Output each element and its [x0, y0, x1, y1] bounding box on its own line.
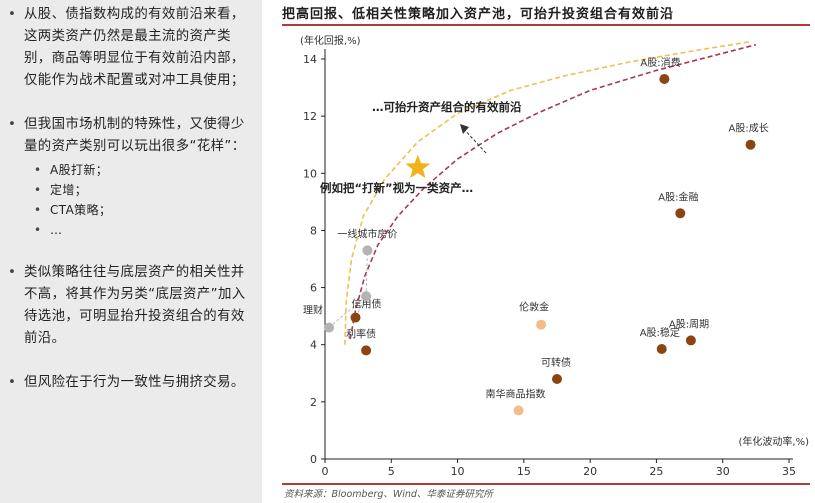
- chart-area: 把高回报、低相关性策略加入资产池，可抬升投资组合有效前沿 0 2 4 6 8 10 12 14…: [262, 0, 815, 503]
- y-tick-label: 4: [310, 339, 317, 352]
- y-tick-label: 14: [303, 53, 317, 66]
- data-point: [513, 405, 524, 416]
- annotation-arrow-line: [461, 126, 487, 154]
- data-point: [552, 374, 562, 384]
- bullet-text: 但风险在于行为一致性与拥挤交易。: [24, 375, 245, 390]
- data-point: [685, 335, 696, 346]
- x-tick-label: 5: [388, 465, 395, 478]
- sub-bullet-item: CTA策略；: [24, 200, 252, 220]
- bullet-text: 类似策略往往与底层资产的相关性并不高，将其作为另类“底层资产”加入待选池，可明显…: [24, 265, 246, 346]
- bullet-panel: 从股、债指数构成的有效前沿来看，这两类资产仍然是最主流的资产类别，商品等明显位于…: [0, 0, 262, 503]
- point-label: 信用债: [351, 298, 381, 311]
- bullet-item: 从股、债指数构成的有效前沿来看，这两类资产仍然是最主流的资产类别，商品等明显位于…: [0, 4, 262, 92]
- y-tick-label: 12: [303, 110, 317, 123]
- data-point: [745, 139, 756, 150]
- y-tick-label: 10: [303, 167, 317, 180]
- x-axis-label: (年化波动率,%): [739, 435, 810, 448]
- point-label: 理财: [303, 304, 323, 317]
- bullet-text: 从股、债指数构成的有效前沿来看，这两类资产仍然是最主流的资产类别，商品等明显位于…: [24, 7, 245, 88]
- data-point: [659, 74, 670, 84]
- point-label: 可转债: [541, 356, 571, 369]
- y-tick-label: 6: [310, 282, 317, 295]
- x-tick-label: 25: [649, 465, 663, 478]
- point-label: A股:成长: [729, 123, 769, 135]
- sub-bullet-list: A股打新； 定增； CTA策略； …: [24, 160, 252, 240]
- bullet-list: 从股、债指数构成的有效前沿来看，这两类资产仍然是最主流的资产类别，商品等明显位于…: [0, 0, 262, 394]
- cluster-link-line: [365, 250, 368, 297]
- annotation-arrow-head: [460, 124, 469, 134]
- star-marker: [405, 154, 431, 179]
- bullet-item: 类似策略往往与底层资产的相关性并不高，将其作为另类“底层资产”加入待选池，可明显…: [0, 262, 262, 350]
- data-point: [350, 312, 361, 323]
- y-tick-label: 2: [310, 396, 317, 409]
- sub-bullet-item: A股打新；: [24, 160, 252, 180]
- bullet-item: 但风险在于行为一致性与拥挤交易。: [0, 372, 262, 394]
- y-axis-label: (年化回报,%): [300, 34, 361, 47]
- data-point: [362, 245, 373, 256]
- cluster-link-line: [328, 295, 367, 328]
- scatter-chart: 0 2 4 6 8 10 12 14 0 5 10 15 20 25 30 35 (年化回报,%) (年化波动率,…: [282, 34, 810, 485]
- point-label: A股:金融: [658, 190, 698, 203]
- bullet-text: 但我国市场机制的特殊性，又使得少量的资产类别可以玩出很多“花样”：: [24, 117, 246, 154]
- source-note: 资料来源：Bloomberg、Wind、华泰证券研究所: [284, 489, 493, 500]
- data-point: [536, 319, 547, 330]
- data-point: [323, 322, 334, 333]
- y-tick-label: 8: [310, 224, 317, 237]
- sub-bullet-item: …: [24, 220, 252, 240]
- frontier-curve-original: [349, 43, 757, 340]
- x-tick-label: 15: [517, 465, 531, 478]
- data-point: [656, 344, 667, 354]
- annotation-raised-frontier: …可抬升资产组合的有效前沿: [372, 100, 522, 114]
- bullet-item: 但我国市场机制的特殊性，又使得少量的资产类别可以玩出很多“花样”： A股打新； …: [0, 114, 262, 240]
- point-label: 利率债: [346, 327, 376, 340]
- x-tick-label: 35: [782, 465, 796, 478]
- point-label: 一线城市房价: [337, 227, 397, 240]
- point-label: A股:稳定: [640, 326, 680, 339]
- cluster-link-line: [355, 295, 367, 318]
- x-tick-label: 0: [322, 465, 329, 478]
- chart-title: 把高回报、低相关性策略加入资产池，可抬升投资组合有效前沿: [282, 7, 675, 22]
- x-tick-label: 10: [451, 465, 465, 478]
- point-label: 伦敦金: [519, 301, 549, 314]
- annotation-ipo-asset: 例如把“打新”视为一类资产…: [320, 181, 473, 195]
- title-rule: [282, 24, 810, 26]
- sub-bullet-item: 定增；: [24, 180, 252, 200]
- data-point: [361, 291, 372, 302]
- point-label: A股:消费: [640, 56, 680, 69]
- x-tick-label: 20: [583, 465, 597, 478]
- y-tick-label: 0: [310, 453, 317, 466]
- point-label: 南华商品指数: [486, 387, 546, 400]
- data-point: [675, 208, 686, 219]
- point-label: A股:周期: [669, 318, 709, 330]
- data-point: [361, 345, 372, 356]
- x-tick-label: 30: [716, 465, 730, 478]
